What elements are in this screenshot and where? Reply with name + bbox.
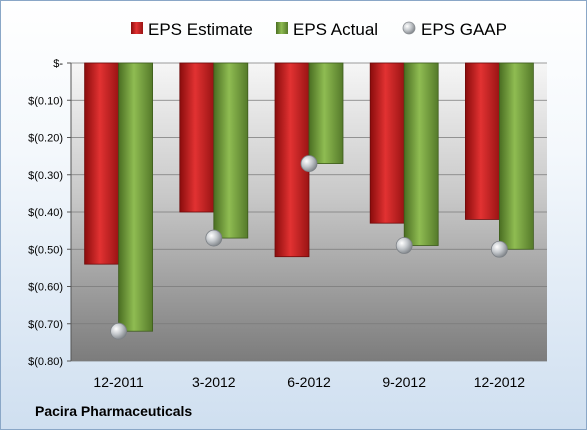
legend-marker-eps-gaap: [402, 21, 416, 35]
y-tick-label: $-: [53, 58, 63, 70]
company-name: Pacira Pharmaceuticals: [35, 403, 192, 419]
x-tick-label: 9-2012: [382, 374, 426, 390]
bar-eps-estimate: [369, 62, 405, 224]
bar-eps-estimate: [179, 62, 215, 213]
bar-eps-actual: [213, 62, 249, 239]
marker-eps-gaap: [490, 240, 508, 258]
bar-eps-actual: [498, 62, 534, 250]
legend-label-eps-estimate: EPS Estimate: [148, 20, 253, 39]
legend-swatch-eps-actual: [276, 22, 288, 34]
y-tick-label: $(0.40): [28, 207, 63, 219]
legend-label-eps-gaap: EPS GAAP: [421, 20, 507, 39]
legend-swatch-eps-estimate: [131, 22, 143, 34]
x-axis-ticks: 12-2011 3-2012 6-2012 9-2012 12-2012: [93, 374, 525, 390]
y-tick-label: $(0.30): [28, 170, 63, 182]
y-tick-label: $(0.60): [28, 282, 63, 294]
bar-eps-actual: [308, 62, 344, 164]
gaap-markers: [110, 155, 508, 340]
legend-item-eps-gaap: EPS GAAP: [402, 20, 507, 39]
marker-eps-gaap: [300, 155, 318, 172]
x-tick-label: 12-2011: [93, 374, 144, 390]
bar-eps-estimate: [84, 62, 119, 265]
y-tick-label: $(0.20): [28, 133, 63, 145]
legend-label-eps-actual: EPS Actual: [293, 20, 378, 39]
y-tick-label: $(0.80): [28, 356, 63, 368]
y-tick-label: $(0.10): [28, 95, 63, 107]
bars: [84, 62, 534, 332]
x-tick-label: 3-2012: [192, 374, 236, 390]
legend-item-eps-estimate: EPS Estimate: [131, 20, 253, 39]
marker-eps-gaap: [395, 237, 413, 254]
legend-item-eps-actual: EPS Actual: [276, 20, 378, 39]
marker-eps-gaap: [205, 229, 223, 247]
x-tick-label: 12-2012: [474, 374, 526, 390]
marker-eps-gaap: [110, 322, 127, 340]
bar-eps-actual: [118, 62, 153, 332]
y-axis-ticks: $- $(0.10) $(0.20) $(0.30) $(0.40) $(0.50) $(0…: [28, 58, 72, 368]
y-tick-label: $(0.50): [28, 244, 63, 256]
bar-eps-estimate: [464, 62, 500, 220]
x-tick-label: 6-2012: [287, 374, 331, 390]
legend: EPS Estimate EPS Actual EPS GAAP: [131, 20, 507, 39]
bar-eps-actual: [403, 62, 439, 246]
y-tick-label: $(0.70): [28, 319, 63, 331]
